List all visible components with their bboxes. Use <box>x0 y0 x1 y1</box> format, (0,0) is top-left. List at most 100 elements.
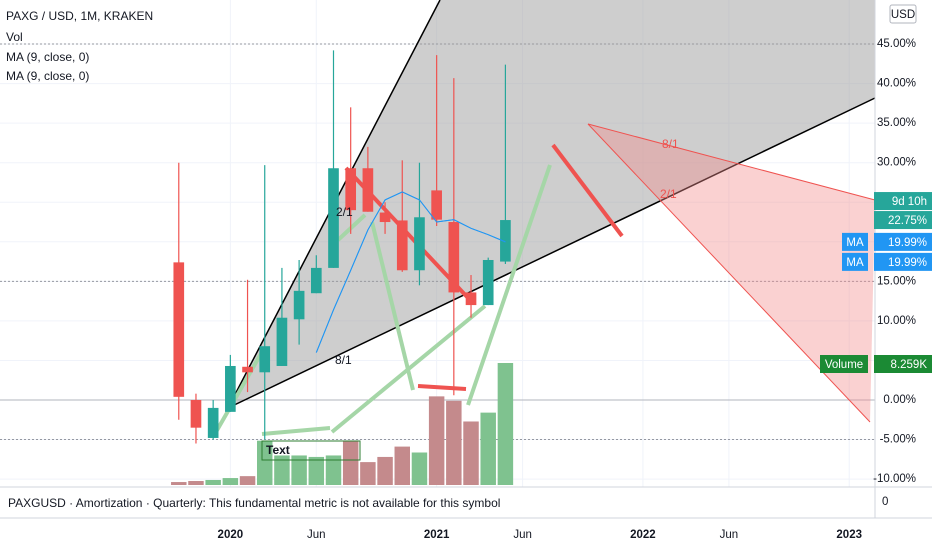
drawing-label: Text <box>266 443 290 457</box>
x-tick-label: 2023 <box>836 529 862 541</box>
drawing-label: 8/1 <box>662 137 679 151</box>
candle-body <box>500 220 511 262</box>
y-tick-label: 45.00% <box>877 38 916 50</box>
volume-bar <box>411 452 428 485</box>
axes: -10.00%-5.00%0.00%5.00%10.00%15.00%20.00… <box>218 38 932 541</box>
candle-body <box>482 259 494 306</box>
volume-bar <box>497 363 514 485</box>
price-badge <box>874 355 932 373</box>
legend-item: Vol <box>6 30 23 44</box>
candle-body <box>173 262 185 397</box>
ma-line <box>315 191 506 353</box>
candle-body <box>310 267 322 294</box>
volume-bar <box>171 482 187 485</box>
drawing-label: 8/1 <box>335 353 352 367</box>
volume-bar <box>377 456 393 485</box>
volume-badge-name: Volume <box>825 359 863 371</box>
legend-item: MA (9, close, 0) <box>6 69 89 83</box>
candle-body <box>448 222 460 293</box>
volume-bar <box>480 412 496 485</box>
volume-pane <box>171 363 514 485</box>
candle-body <box>362 168 374 212</box>
volume-badge <box>820 355 868 373</box>
trend-line <box>261 426 331 436</box>
trend-line <box>336 213 367 242</box>
volume-bar <box>446 400 462 485</box>
y-tick-label: 30.00% <box>877 157 916 169</box>
ma-badge-name: MA <box>846 237 864 249</box>
badge-label: 9d 10h <box>892 196 927 208</box>
trend-line <box>370 221 415 391</box>
candle-body <box>465 292 477 306</box>
price-badge <box>874 211 932 230</box>
legend-title: PAXG / USD, 1M, KRAKEN <box>6 9 153 23</box>
candle-body <box>259 346 271 373</box>
volume-bar <box>256 440 273 485</box>
trend-line <box>417 384 467 391</box>
candle-body <box>225 365 236 412</box>
candle-body <box>207 407 219 438</box>
price-badge <box>874 192 932 211</box>
wedge-fill <box>228 0 875 408</box>
volume-bar <box>274 455 290 485</box>
y-tick-label: 40.00% <box>877 78 916 90</box>
badge-label: 19.99% <box>888 237 927 249</box>
trend-line <box>330 304 487 434</box>
x-tick-label: Jun <box>720 529 739 541</box>
volume-bar <box>463 421 479 485</box>
volume-bar <box>239 476 256 485</box>
y-tick-label: 15.00% <box>877 275 916 287</box>
volume-bar <box>360 462 376 485</box>
candle-body <box>190 399 202 428</box>
ma-badge <box>842 252 868 271</box>
candle-body <box>396 220 408 271</box>
currency: USD <box>891 9 915 21</box>
x-tick-label: 2022 <box>630 529 656 541</box>
y-tick-label: -5.00% <box>880 434 916 446</box>
ma-badge-name: MA <box>846 257 864 269</box>
fan-fill <box>588 124 875 422</box>
volume-bar <box>394 446 410 485</box>
volume-bar <box>308 456 325 485</box>
legend-item: MA (9, close, 0) <box>6 50 89 64</box>
text-box <box>261 440 361 461</box>
y-tick-label: 35.00% <box>877 117 916 129</box>
trend-line <box>466 164 552 406</box>
volume-bar <box>222 478 239 485</box>
candle-body <box>242 366 253 373</box>
candle-body <box>345 168 357 211</box>
volume-bar <box>291 455 307 485</box>
x-tick-label: 2021 <box>424 529 450 541</box>
badge-label: 19.99% <box>888 257 927 269</box>
footer-note: PAXGUSD · Amortization · Quarterly: This… <box>8 496 500 510</box>
y-tick-label: 0.00% <box>883 394 916 406</box>
candle-body <box>328 168 339 268</box>
drawing-label: 2/1 <box>336 205 353 219</box>
candle-body <box>414 217 425 271</box>
wedge-line <box>227 97 876 409</box>
x-tick-label: Jun <box>307 529 326 541</box>
footer-tick-label: 0 <box>882 496 888 508</box>
candle-body <box>431 190 442 220</box>
currency-badge <box>889 4 917 24</box>
moving-averages <box>315 191 506 353</box>
trend-line <box>551 143 624 238</box>
candle-body <box>276 317 288 366</box>
volume-bar <box>428 396 445 485</box>
candle-body <box>379 212 391 223</box>
volume-bar <box>188 481 204 485</box>
volume-bar <box>342 440 359 485</box>
badge-label: 22.75% <box>888 215 927 227</box>
volume-bar <box>325 455 342 485</box>
volume-bar <box>205 479 221 485</box>
fan-line <box>587 123 876 201</box>
price-badge <box>874 252 932 271</box>
price-badge <box>874 232 932 251</box>
y-tick-label: 10.00% <box>877 315 916 327</box>
candles <box>173 50 511 444</box>
x-tick-label: 2020 <box>218 529 244 541</box>
ma-badge <box>842 232 868 251</box>
x-tick-label: Jun <box>513 529 532 541</box>
y-tick-label: -10.00% <box>873 473 916 485</box>
